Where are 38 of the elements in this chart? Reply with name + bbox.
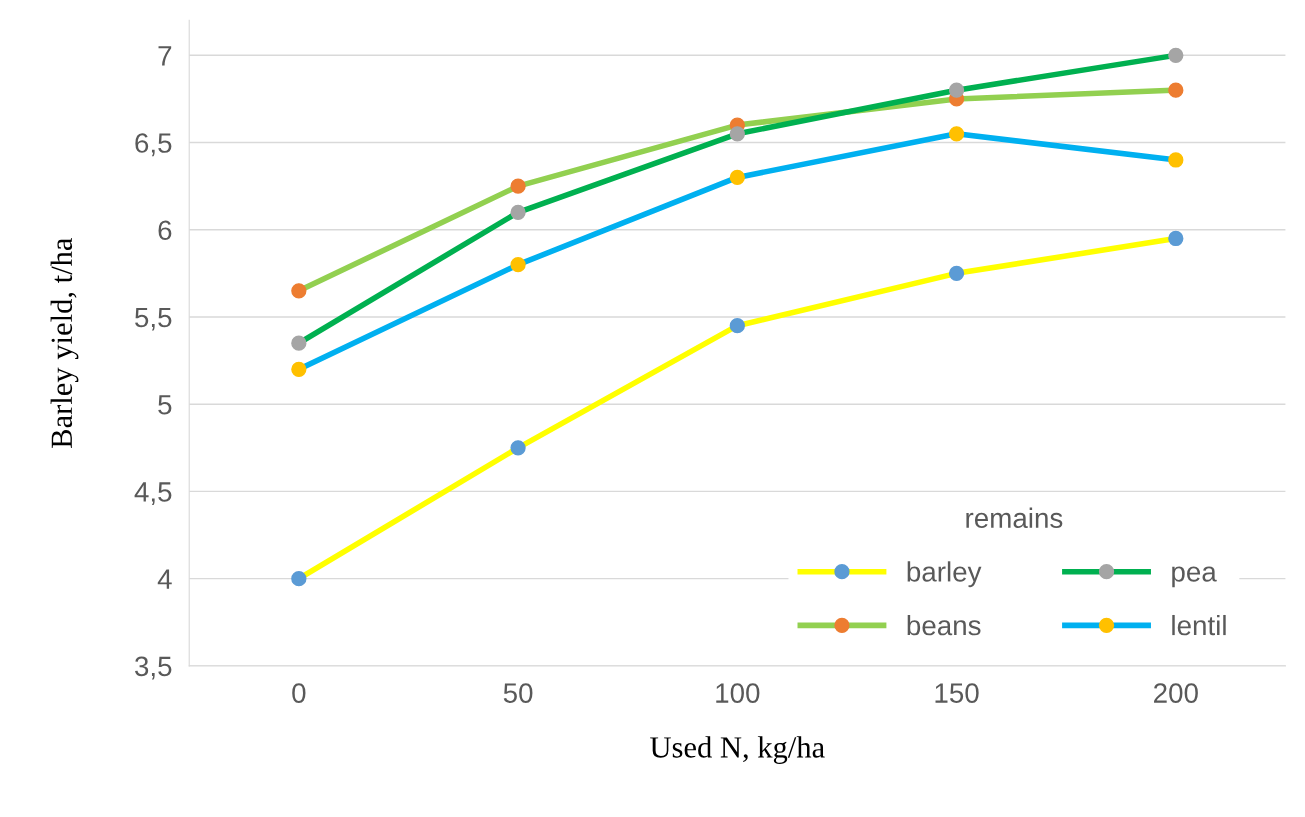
point bbox=[291, 361, 307, 377]
x-tick-label: 100 bbox=[716, 683, 760, 703]
x-tick-label: 50 bbox=[503, 683, 533, 703]
point bbox=[729, 126, 745, 142]
point bbox=[510, 204, 526, 220]
legend-label: barley bbox=[907, 561, 982, 588]
point bbox=[948, 126, 965, 142]
y-tick-label: 6 bbox=[158, 220, 172, 241]
point bbox=[510, 440, 526, 456]
point bbox=[1168, 152, 1184, 168]
legend-label: pea bbox=[1172, 566, 1217, 588]
point bbox=[1168, 230, 1184, 247]
point bbox=[1168, 47, 1184, 63]
point bbox=[948, 265, 965, 282]
y-tick-label: 3,5 bbox=[135, 656, 172, 680]
y-tick-label: 5 bbox=[158, 395, 172, 415]
y-tick-label: 4 bbox=[157, 569, 172, 589]
legend-title: remains bbox=[966, 507, 1063, 529]
point bbox=[729, 318, 745, 334]
point bbox=[291, 283, 307, 299]
x-tick-label: 150 bbox=[935, 683, 979, 703]
point bbox=[510, 257, 526, 273]
x-tick-label: 0 bbox=[292, 683, 306, 703]
point bbox=[291, 335, 307, 351]
point bbox=[729, 169, 745, 186]
point bbox=[1168, 82, 1184, 98]
x-axis-title: Used N, kg/ha bbox=[650, 736, 825, 764]
y-tick-label: 6,5 bbox=[135, 133, 172, 157]
y-tick-label: 7 bbox=[158, 46, 172, 66]
legend-label: beans bbox=[907, 614, 981, 636]
legend-label: lentil bbox=[1172, 614, 1226, 636]
y-axis-title: Barley yield, t/ha bbox=[50, 237, 79, 448]
y-tick-label: 4,5 bbox=[134, 482, 172, 506]
y-tick-label: 5,5 bbox=[135, 307, 172, 331]
point bbox=[948, 82, 965, 98]
point bbox=[291, 570, 307, 587]
x-tick-label: 200 bbox=[1154, 683, 1198, 703]
point bbox=[510, 178, 526, 194]
